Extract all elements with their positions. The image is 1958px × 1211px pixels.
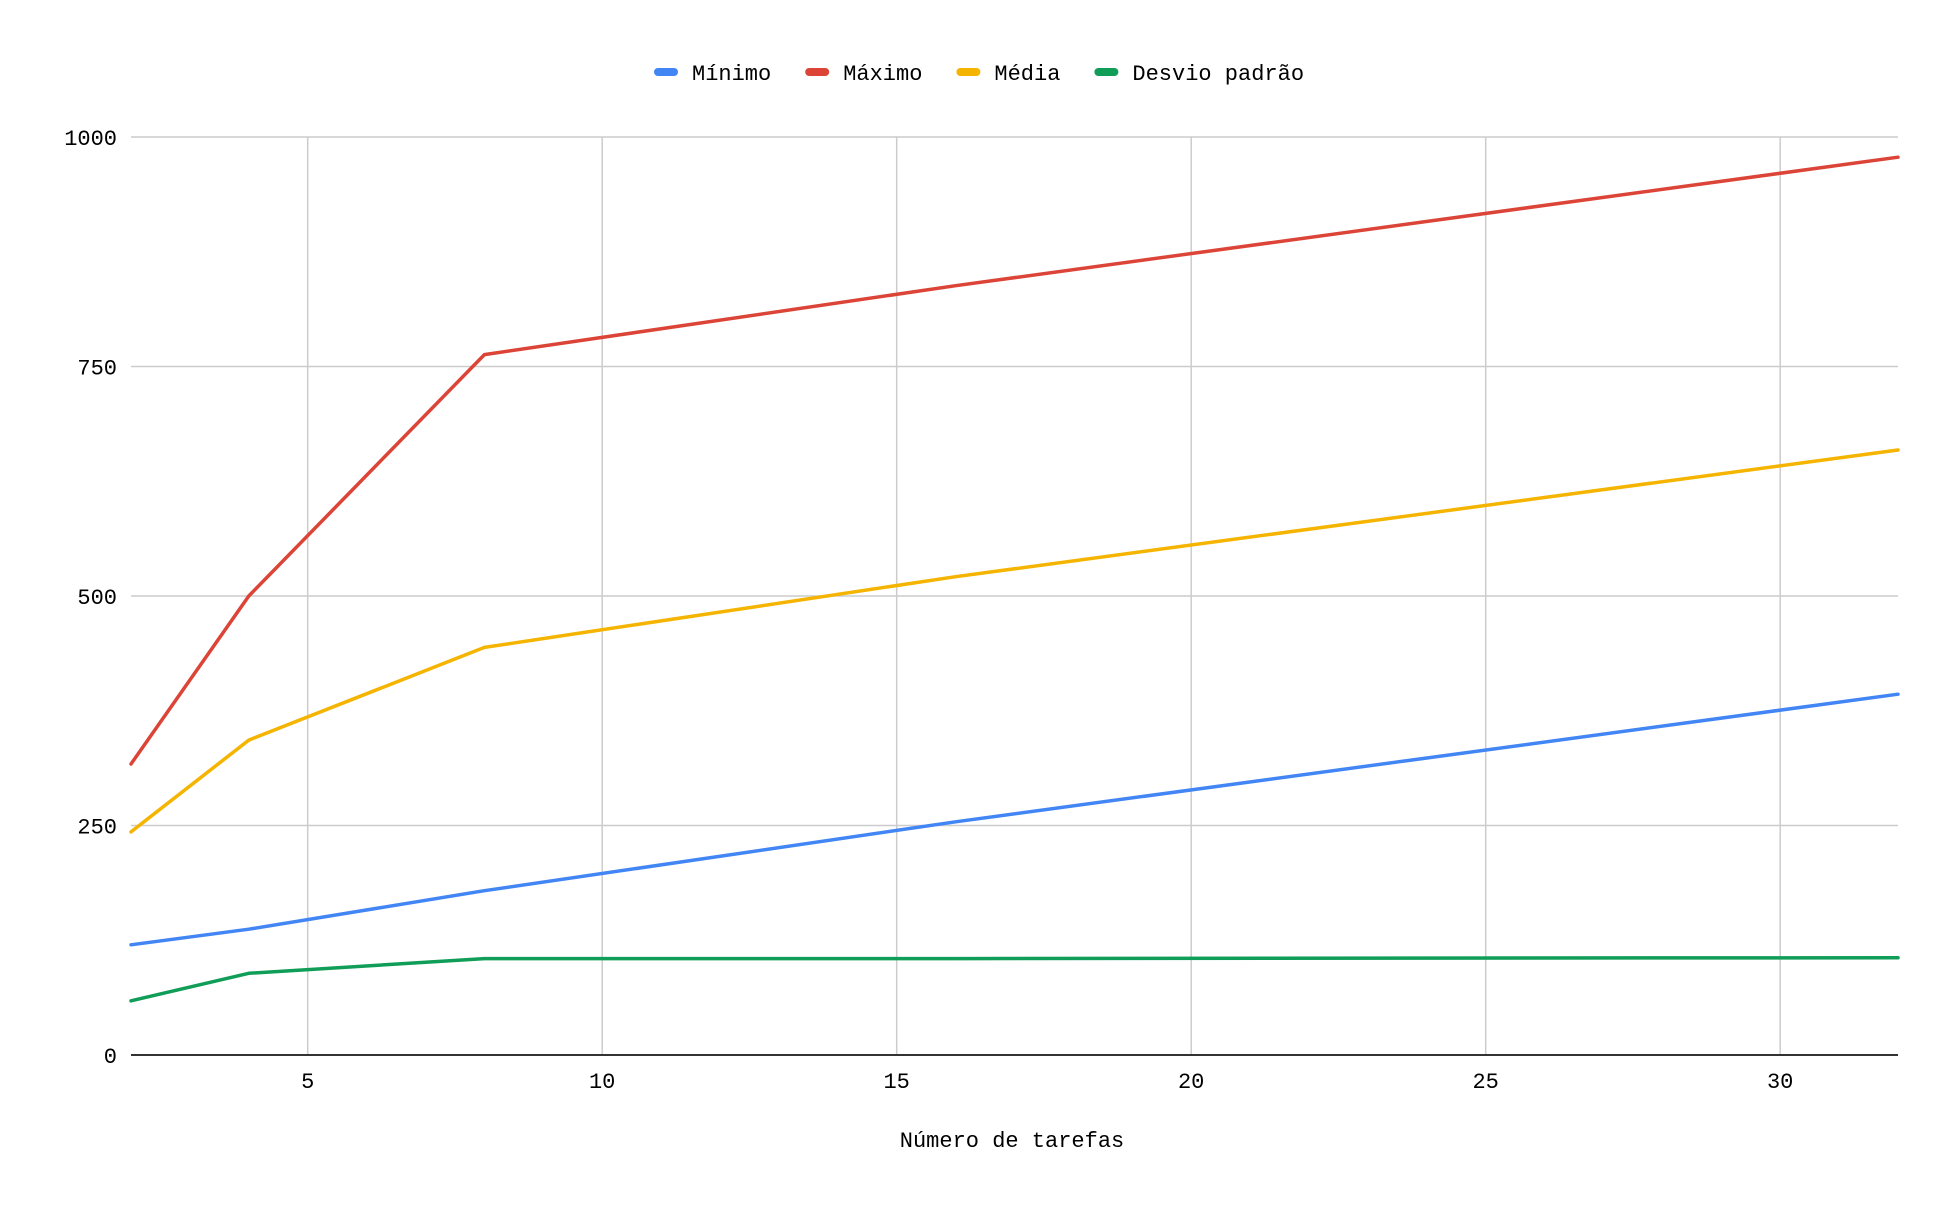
series-line-4 <box>129 955 1900 1003</box>
x-tick-label: 5 <box>301 1070 314 1095</box>
series-line-1 <box>129 692 1900 947</box>
y-tick-label: 0 <box>104 1045 117 1070</box>
legend-item-3: Média <box>956 62 1060 87</box>
legend-label: Mínimo <box>692 62 771 87</box>
legend-label: Máximo <box>843 62 922 87</box>
y-tick-label: 250 <box>77 816 117 841</box>
x-tick-label: 15 <box>883 1070 909 1095</box>
x-tick-label: 20 <box>1178 1070 1204 1095</box>
gridlines <box>131 136 1898 1055</box>
legend-item-2: Máximo <box>805 62 922 87</box>
legend-swatch <box>654 68 678 76</box>
x-tick-label: 25 <box>1472 1070 1498 1095</box>
legend-label: Desvio padrão <box>1132 62 1304 87</box>
legend-item-4: Desvio padrão <box>1094 62 1304 87</box>
x-tick-label: 30 <box>1767 1070 1793 1095</box>
y-tick-label: 750 <box>77 357 117 382</box>
series-line-3 <box>129 448 1900 834</box>
axes: 0 250 500 750 1000 5 10 15 20 25 30 <box>64 127 1898 1095</box>
x-tick-label: 10 <box>589 1070 615 1095</box>
y-tick-label: 1000 <box>64 127 117 152</box>
legend-swatch <box>956 68 981 76</box>
series-lines <box>129 155 1900 1003</box>
legend-item-1: Mínimo <box>654 62 771 87</box>
legend-swatch <box>1094 68 1119 76</box>
x-axis-title: Número de tarefas <box>900 1129 1124 1154</box>
legend: Mínimo Máximo Média Desvio padrão <box>654 62 1304 87</box>
legend-label: Média <box>994 62 1060 87</box>
legend-swatch <box>805 68 830 76</box>
y-tick-label: 500 <box>77 586 117 611</box>
series-line-2 <box>129 155 1900 766</box>
